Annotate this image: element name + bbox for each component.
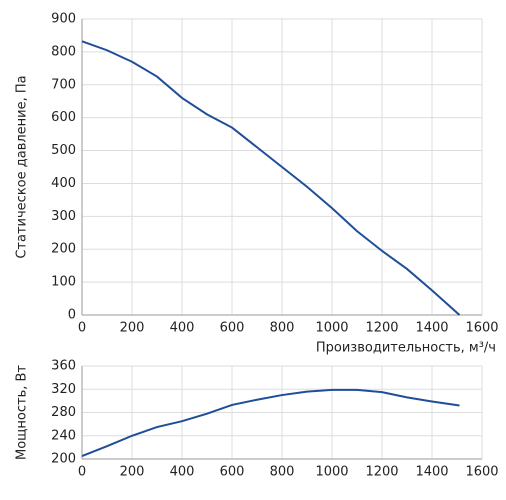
x-tick-label: 600 [220,321,245,336]
x-axis-label: Производительность, м³/ч [316,341,496,356]
x-tick-label: 1000 [315,465,348,480]
y-tick-label: 700 [51,77,76,92]
x-tick-label: 800 [270,465,295,480]
x-tick-label: 800 [270,321,295,336]
x-tick-label: 1200 [365,321,398,336]
x-tick-label: 1600 [465,321,498,336]
y-tick-label: 800 [51,44,76,59]
x-tick-label: 400 [170,321,195,336]
y-tick-label: 280 [51,405,76,420]
y-tick-label: 100 [51,275,76,290]
x-tick-label: 200 [120,321,145,336]
x-tick-label: 1600 [465,465,498,480]
x-tick-label: 0 [78,465,86,480]
y-tick-label: 200 [51,242,76,257]
y-tick-label: 240 [51,428,76,443]
x-tick-label: 200 [120,465,145,480]
x-tick-label: 1200 [365,465,398,480]
x-tick-label: 400 [170,465,195,480]
y-tick-label: 900 [51,12,76,27]
y-tick-label: 360 [51,359,76,374]
y-tick-label: 0 [68,308,76,323]
x-tick-label: 600 [220,465,245,480]
y-axis-label: Статическое давление, Па [15,75,30,258]
y-tick-label: 400 [51,176,76,191]
x-tick-label: 1400 [415,465,448,480]
y-tick-label: 300 [51,209,76,224]
x-tick-label: 0 [78,321,86,336]
y-axis-label: Мощность, Вт [15,365,30,460]
x-tick-label: 1400 [415,321,448,336]
y-tick-label: 200 [51,452,76,467]
x-tick-label: 1000 [315,321,348,336]
y-tick-label: 320 [51,382,76,397]
y-tick-label: 600 [51,110,76,125]
data-line [81,40,461,316]
y-tick-label: 500 [51,143,76,158]
data-line [81,388,460,458]
